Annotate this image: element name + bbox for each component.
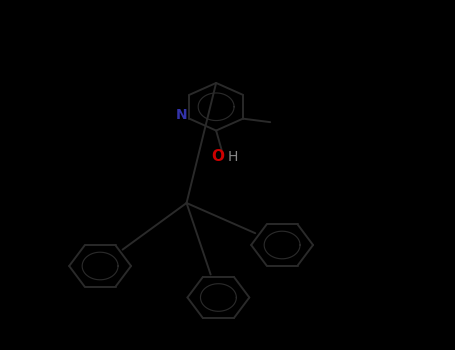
- Text: O: O: [212, 149, 224, 164]
- Text: H: H: [228, 150, 238, 164]
- Text: N: N: [175, 108, 187, 122]
